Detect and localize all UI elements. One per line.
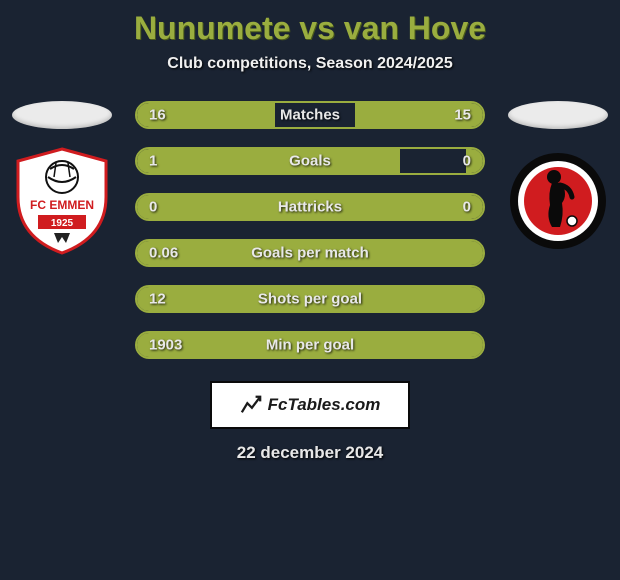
stat-bar: 0.06 Goals per match <box>135 239 485 267</box>
stat-value-left: 1 <box>149 153 157 170</box>
footer: FcTables.com 22 december 2024 <box>0 381 620 463</box>
stat-label: Goals <box>289 153 331 170</box>
stat-value-right: 15 <box>454 107 471 124</box>
stat-bar: 1 Goals 0 <box>135 147 485 175</box>
left-team-logo: FC EMMEN 1925 <box>12 147 112 255</box>
right-team-col <box>503 101 613 255</box>
right-team-logo <box>508 147 608 255</box>
page-subtitle: Club competitions, Season 2024/2025 <box>0 55 620 73</box>
body-row: FC EMMEN 1925 16 Matches 15 1 Goals 0 0 Hattric… <box>0 101 620 359</box>
stat-value-left: 0.06 <box>149 245 178 262</box>
stat-value-left: 1903 <box>149 337 182 354</box>
svg-text:FC EMMEN: FC EMMEN <box>30 198 94 212</box>
stat-value-right: 0 <box>463 153 471 170</box>
stat-label: Goals per match <box>251 245 369 262</box>
stat-label: Min per goal <box>266 337 354 354</box>
brand-box[interactable]: FcTables.com <box>210 381 410 429</box>
stat-value-left: 0 <box>149 199 157 216</box>
left-team-col: FC EMMEN 1925 <box>7 101 117 255</box>
stat-label: Matches <box>280 107 340 124</box>
player-silhouette-right <box>508 101 608 129</box>
comparison-card: Nunumete vs van Hove Club competitions, … <box>0 0 620 463</box>
stat-bar: 12 Shots per goal <box>135 285 485 313</box>
player-silhouette-left <box>12 101 112 129</box>
stat-value-left: 12 <box>149 291 166 308</box>
date-text: 22 december 2024 <box>237 443 384 463</box>
stat-value-right: 0 <box>463 199 471 216</box>
brand-text: FcTables.com <box>268 395 381 415</box>
stat-bar: 1903 Min per goal <box>135 331 485 359</box>
stats-column: 16 Matches 15 1 Goals 0 0 Hattricks 0 0.06 Goals p… <box>135 101 485 359</box>
stat-value-left: 16 <box>149 107 166 124</box>
stat-bar: 0 Hattricks 0 <box>135 193 485 221</box>
page-title: Nunumete vs van Hove <box>0 10 620 47</box>
chart-icon <box>240 394 262 416</box>
bar-fill-left <box>137 149 400 173</box>
stat-bar: 16 Matches 15 <box>135 101 485 129</box>
stat-label: Hattricks <box>278 199 342 216</box>
badge-year: 1925 <box>51 218 74 229</box>
stat-label: Shots per goal <box>258 291 362 308</box>
